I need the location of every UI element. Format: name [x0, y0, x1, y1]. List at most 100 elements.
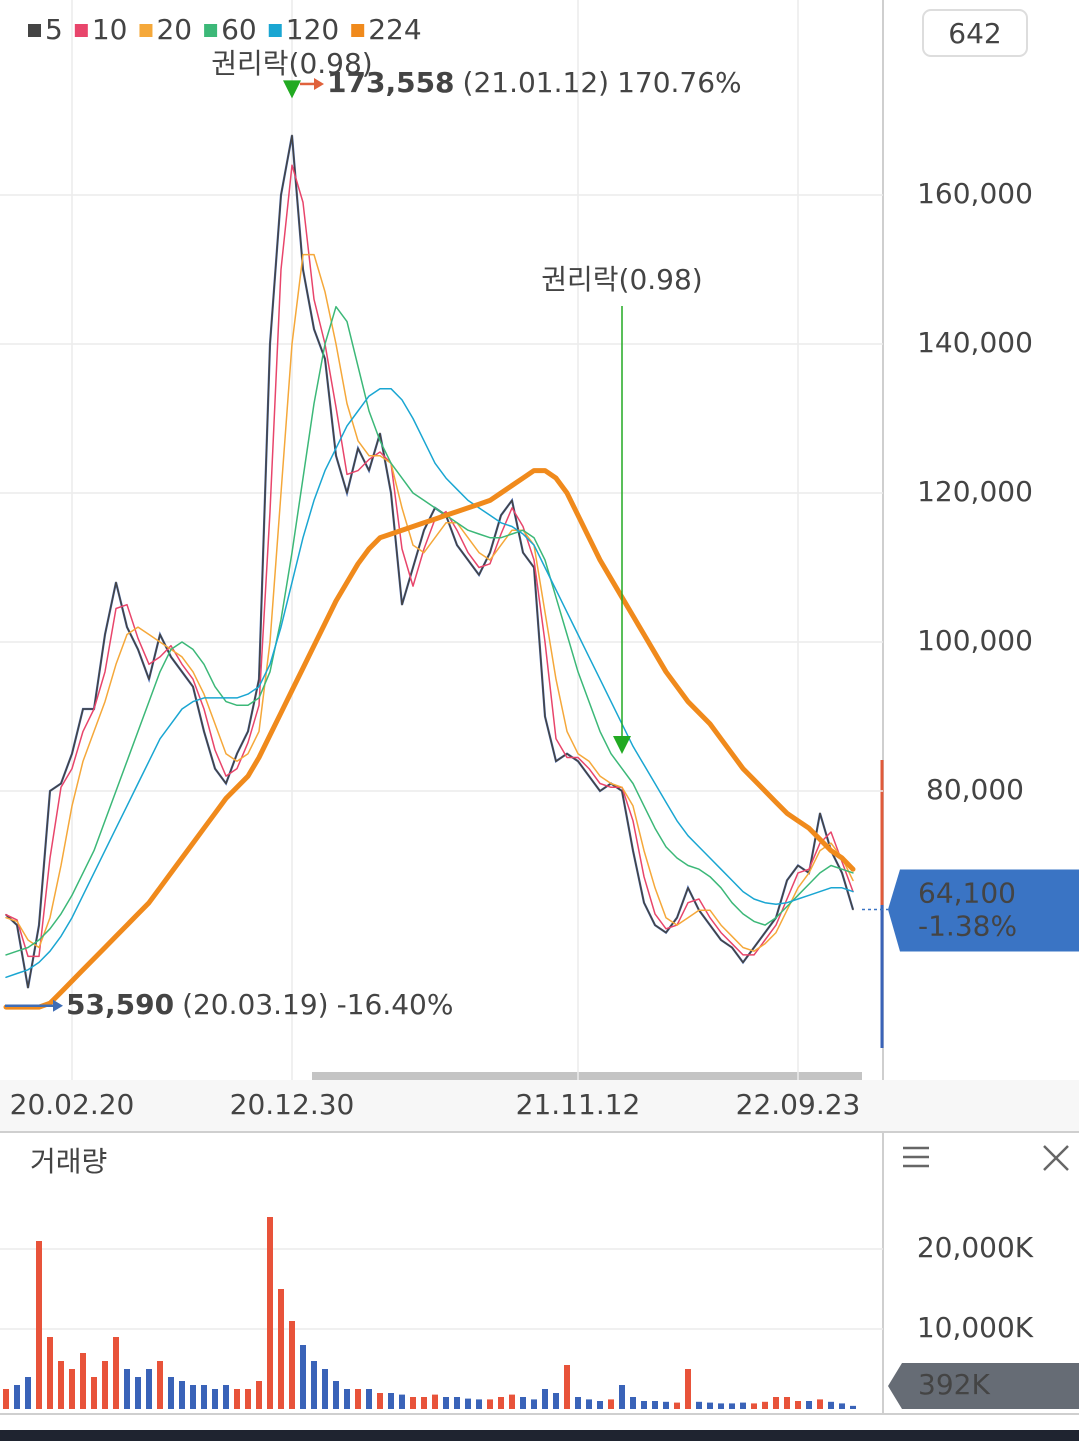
y-tick-label: 120,000 — [917, 475, 1033, 508]
x-tick-label: 20.02.20 — [10, 1088, 135, 1121]
volume-bar — [685, 1369, 691, 1409]
volume-bar — [520, 1397, 526, 1409]
volume-bar — [179, 1381, 185, 1409]
volume-bar — [3, 1389, 9, 1409]
badge-box[interactable] — [922, 9, 1028, 57]
volume-bar — [91, 1377, 97, 1409]
x-tick-label: 21.11.12 — [516, 1088, 641, 1121]
volume-bar — [410, 1397, 416, 1409]
y-tick-label: 160,000 — [917, 177, 1033, 210]
current-volume: 392K — [918, 1368, 990, 1401]
volume-bar — [850, 1405, 856, 1409]
volume-bar — [674, 1402, 680, 1409]
volume-bar — [377, 1393, 383, 1409]
max-change: 170.76% — [617, 66, 742, 99]
volume-bar — [344, 1389, 350, 1409]
moving-average-line — [5, 164, 854, 958]
volume-bar — [201, 1385, 207, 1409]
volume-bar — [168, 1377, 174, 1409]
close-icon[interactable] — [1043, 1145, 1069, 1171]
date-axis-band — [0, 1080, 1079, 1132]
volume-bar — [828, 1401, 834, 1409]
volume-bar — [773, 1397, 779, 1409]
volume-bar — [729, 1403, 735, 1409]
volume-bar — [135, 1377, 141, 1409]
volume-bar — [839, 1403, 845, 1409]
legend-swatch — [74, 24, 88, 37]
volume-bar — [740, 1402, 746, 1409]
volume-bar — [630, 1397, 636, 1409]
moving-average-line — [5, 387, 854, 979]
legend-swatch — [28, 24, 41, 37]
y-tick-label: 100,000 — [917, 624, 1033, 657]
min-label: 53,590 (20.03.19) -16.40% — [66, 988, 453, 1021]
min-change: -16.40% — [337, 988, 454, 1021]
volume-bar — [608, 1399, 614, 1409]
volume-bar — [718, 1403, 724, 1409]
volume-bar — [564, 1365, 570, 1409]
volume-bar — [113, 1337, 119, 1409]
volume-bar — [663, 1401, 669, 1409]
volume-bar — [58, 1361, 64, 1409]
annotation-arrow — [283, 80, 301, 99]
volume-bar — [14, 1385, 20, 1409]
min-value: 53,590 — [66, 988, 174, 1021]
volume-bar — [531, 1399, 537, 1409]
x-tick-label: 22.09.23 — [736, 1088, 861, 1121]
volume-bar — [322, 1369, 328, 1409]
legend-swatch — [204, 24, 218, 37]
volume-bar — [806, 1401, 812, 1409]
volume-title: 거래량 — [30, 1145, 107, 1178]
max-date: (21.01.12) — [463, 66, 610, 99]
volume-bar — [641, 1401, 647, 1409]
volume-bar — [223, 1385, 229, 1409]
moving-average-line — [5, 134, 854, 989]
max-value: 173,558 — [327, 66, 455, 99]
volume-bar — [278, 1289, 284, 1409]
y-tick-label: 80,000 — [926, 773, 1024, 806]
legend-label: 60 — [221, 13, 257, 46]
volume-bar — [69, 1369, 75, 1409]
volume-bar — [696, 1401, 702, 1409]
volume-bar — [454, 1397, 460, 1409]
volume-bar — [652, 1401, 658, 1409]
legend-swatch — [268, 24, 282, 37]
volume-bar — [707, 1402, 713, 1409]
volume-bar — [575, 1397, 581, 1409]
volume-bar — [245, 1389, 251, 1409]
volume-bar — [476, 1399, 482, 1409]
volume-bar — [443, 1397, 449, 1409]
volume-bar — [47, 1337, 53, 1409]
volume-bar — [333, 1381, 339, 1409]
nav-bar — [0, 1430, 1079, 1441]
volume-bar — [311, 1361, 317, 1409]
volume-bar — [399, 1394, 405, 1409]
volume-bar — [300, 1345, 306, 1409]
menu-icon[interactable] — [903, 1146, 929, 1168]
legend-label: 5 — [45, 13, 63, 46]
annotation-label: 권리락(0.98) — [541, 263, 702, 296]
scrollbar[interactable] — [312, 1072, 862, 1080]
volume-bar — [190, 1385, 196, 1409]
volume-bar — [421, 1397, 427, 1409]
volume-bar — [146, 1369, 152, 1409]
current-price-tag — [888, 869, 1079, 952]
annotation-arrow — [613, 735, 631, 754]
volume-bar — [487, 1399, 493, 1409]
current-volume-tag — [888, 1363, 1079, 1409]
volume-bar — [509, 1394, 515, 1409]
volume-bar — [795, 1401, 801, 1409]
volume-bar — [234, 1389, 240, 1409]
current-change: -1.38% — [918, 909, 1017, 942]
y-tick-label: 20,000K — [917, 1231, 1034, 1264]
legend-label: 120 — [286, 13, 339, 46]
volume-bar — [157, 1361, 163, 1409]
volume-bar — [289, 1321, 295, 1409]
volume-bar — [25, 1377, 31, 1409]
volume-bar — [256, 1381, 262, 1409]
max-label: 173,558 (21.01.12) 170.76% — [327, 66, 742, 99]
volume-bar — [366, 1389, 372, 1409]
moving-average-line — [3, 468, 856, 1010]
volume-bar — [762, 1401, 768, 1409]
